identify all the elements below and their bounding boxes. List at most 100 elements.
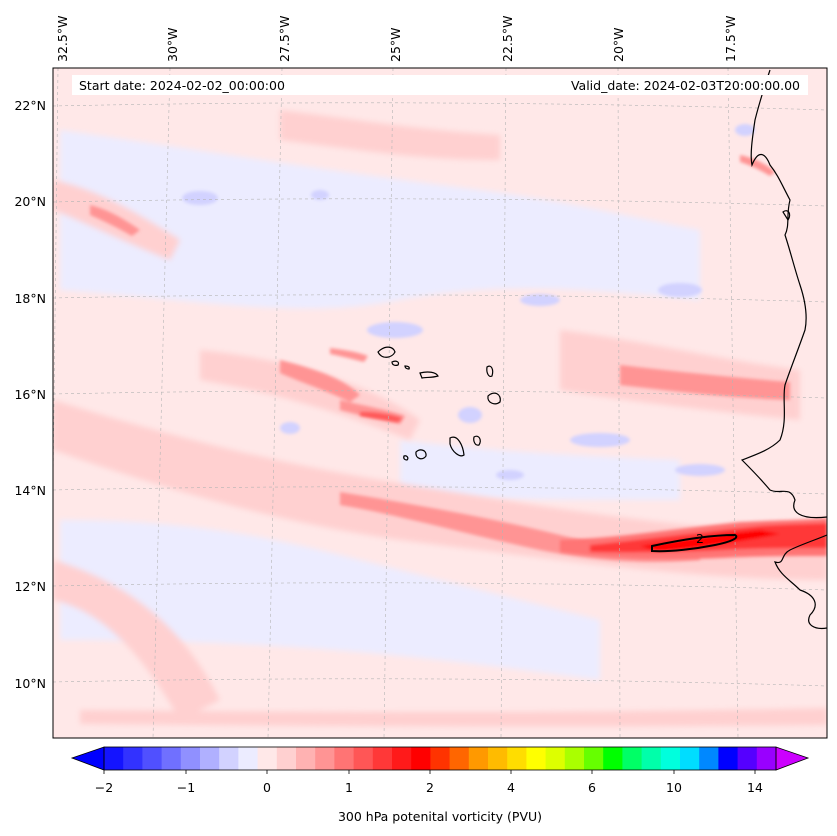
colorbar-segment bbox=[392, 747, 412, 770]
island-maio bbox=[473, 435, 481, 446]
longitude-labels: 32.5°W 30°W 27.5°W 25°W 22.5°W 20°W 17.5… bbox=[55, 16, 738, 62]
cape-verde-islands bbox=[377, 346, 501, 461]
cbar-label-10: 10 bbox=[666, 780, 682, 795]
strong-positive-pv-streak bbox=[360, 412, 827, 560]
colorbar-segment bbox=[276, 747, 297, 770]
cbar-label-neg2: −2 bbox=[95, 780, 113, 795]
lat-label-14n: 14°N bbox=[14, 483, 46, 498]
cbar-label-6: 6 bbox=[588, 780, 596, 795]
parallel-18n bbox=[53, 294, 827, 303]
island-santa-luzia bbox=[404, 365, 410, 370]
colorbar-segment bbox=[737, 747, 758, 770]
lat-label-12n: 12°N bbox=[14, 579, 46, 594]
colorbar-segment bbox=[257, 747, 278, 770]
colorbar-segment bbox=[104, 747, 124, 770]
colorbar-segment bbox=[315, 747, 335, 770]
cbar-label-1: 1 bbox=[345, 780, 353, 795]
colorbar-segment bbox=[526, 747, 547, 770]
lon-label-25w: 25°W bbox=[388, 27, 403, 62]
lat-label-20n: 20°N bbox=[14, 194, 46, 209]
parallel-22n bbox=[53, 102, 827, 111]
map-panel: 2 Start date: 2024-02-02_00:00:00 Valid_… bbox=[53, 68, 827, 738]
lat-label-10n: 10°N bbox=[14, 676, 46, 691]
pv-2-contour bbox=[651, 533, 738, 553]
colorbar-segment bbox=[584, 747, 604, 770]
island-brava bbox=[403, 455, 409, 461]
colorbar-segment bbox=[180, 747, 201, 770]
lon-label-32-5w: 32.5°W bbox=[55, 16, 70, 62]
island-sal bbox=[486, 365, 494, 378]
colorbar-ticks bbox=[103, 770, 756, 774]
colorbar-segment bbox=[161, 747, 182, 770]
colorbar-segment bbox=[660, 747, 681, 770]
colorbar-segment bbox=[353, 747, 374, 770]
meridian-20w bbox=[617, 68, 621, 738]
island-santo-antao bbox=[377, 346, 396, 358]
parallel-20n bbox=[53, 198, 827, 207]
pv-2-contour-label: 2 bbox=[696, 531, 704, 546]
lat-label-18n: 18°N bbox=[14, 291, 46, 306]
lon-label-22-5w: 22.5°W bbox=[500, 16, 515, 62]
meridian-30w bbox=[152, 68, 171, 738]
meridian-27-5w bbox=[267, 68, 283, 738]
island-sao-vicente bbox=[391, 360, 400, 366]
cbar-label-2: 2 bbox=[426, 780, 434, 795]
colorbar-segment bbox=[468, 747, 489, 770]
start-date-label: Start date: 2024-02-02_00:00:00 bbox=[79, 78, 285, 93]
meridian-17-5w bbox=[727, 68, 739, 738]
cbar-label-0: 0 bbox=[263, 780, 271, 795]
colorbar-min-extension bbox=[70, 746, 105, 771]
colorbar-segment bbox=[219, 747, 239, 770]
cbar-label-4: 4 bbox=[507, 780, 515, 795]
info-banner bbox=[72, 75, 808, 95]
parallel-14n bbox=[53, 486, 827, 495]
colorbar-segment bbox=[200, 747, 220, 770]
lat-label-16n: 16°N bbox=[14, 387, 46, 402]
colorbar-segment bbox=[449, 747, 470, 770]
low-pv-regions bbox=[60, 130, 700, 680]
parallel-16n bbox=[53, 390, 827, 399]
lon-label-27-5w: 27.5°W bbox=[277, 16, 292, 62]
lon-label-20w: 20°W bbox=[611, 27, 626, 62]
coastline-south bbox=[774, 534, 827, 630]
colorbar-tick-labels: −2 −1 0 1 2 4 6 10 14 bbox=[95, 780, 763, 795]
parallel-10n bbox=[53, 678, 827, 687]
colorbar-segment bbox=[296, 747, 316, 770]
map-frame bbox=[52, 67, 828, 739]
colorbar-segment bbox=[142, 747, 163, 770]
coastline-islet bbox=[782, 210, 791, 222]
colorbar-frame bbox=[103, 746, 777, 771]
island-boa-vista bbox=[487, 392, 501, 405]
colorbar-segment bbox=[238, 747, 259, 770]
coastlines bbox=[740, 69, 827, 630]
colorbar-segment bbox=[641, 747, 662, 770]
colorbar: −2 −1 0 1 2 4 6 10 14 300 hPa potenital … bbox=[70, 746, 810, 824]
graticule bbox=[53, 68, 827, 738]
lat-label-22n: 22°N bbox=[14, 98, 46, 113]
colorbar-segment bbox=[488, 747, 508, 770]
meridian-25w bbox=[383, 68, 394, 738]
colorbar-segment bbox=[123, 747, 143, 770]
colorbar-max-extension bbox=[775, 746, 810, 771]
colorbar-segment bbox=[699, 747, 719, 770]
colorbar-segment bbox=[430, 747, 451, 770]
colorbar-segment bbox=[545, 747, 566, 770]
cbar-label-14: 14 bbox=[747, 780, 763, 795]
colorbar-segment bbox=[603, 747, 623, 770]
colorbar-segment bbox=[372, 747, 393, 770]
colorbar-segment bbox=[622, 747, 643, 770]
valid-date-label: Valid_date: 2024-02-03T20:00:00.00 bbox=[571, 78, 800, 93]
colorbar-segment bbox=[507, 747, 527, 770]
cbar-label-neg1: −1 bbox=[177, 780, 195, 795]
lon-label-17-5w: 17.5°W bbox=[723, 16, 738, 62]
colorbar-segments bbox=[104, 747, 777, 770]
colorbar-segment bbox=[718, 747, 739, 770]
africa-coastline bbox=[740, 69, 827, 519]
meridian-22-5w bbox=[500, 68, 507, 738]
latitude-labels: 22°N 20°N 18°N 16°N 14°N 12°N 10°N bbox=[14, 98, 46, 691]
colorbar-segment bbox=[334, 747, 355, 770]
island-sao-nicolau bbox=[419, 371, 439, 379]
colorbar-segment bbox=[411, 747, 431, 770]
colorbar-segment bbox=[680, 747, 700, 770]
